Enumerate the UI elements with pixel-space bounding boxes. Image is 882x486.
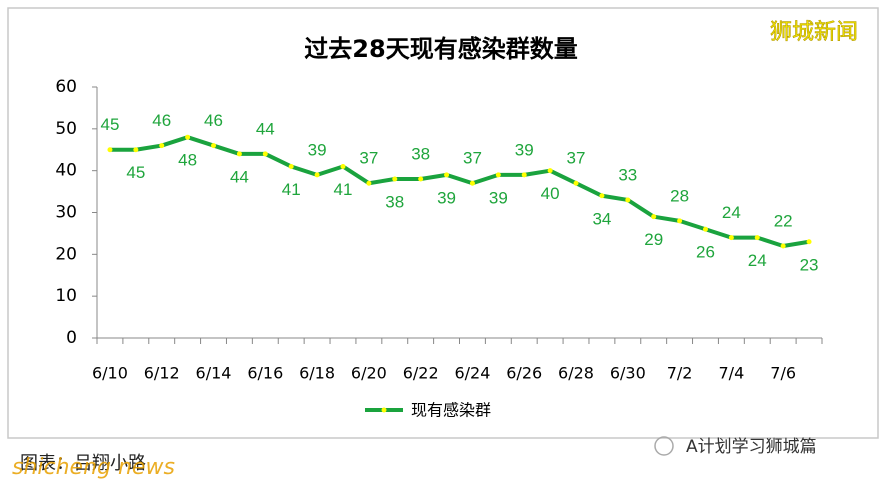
x-tick-label: 6/28 — [558, 364, 594, 383]
value-label: 46 — [152, 111, 171, 130]
point — [728, 235, 734, 241]
point — [133, 147, 139, 153]
value-label: 44 — [230, 167, 249, 186]
y-tick-label: 50 — [55, 119, 77, 139]
value-label: 37 — [463, 149, 482, 168]
y-tick-label: 30 — [55, 203, 77, 223]
value-label: 41 — [282, 180, 301, 199]
x-tick-label: 7/6 — [770, 364, 796, 383]
value-label: 23 — [800, 255, 819, 274]
y-tick-label: 60 — [55, 77, 77, 97]
point — [159, 143, 165, 149]
x-tick-label: 7/2 — [667, 364, 693, 383]
value-label: 41 — [334, 180, 353, 199]
value-label: 38 — [385, 193, 404, 212]
point — [444, 172, 450, 178]
value-label: 28 — [670, 186, 689, 205]
x-tick-label: 6/14 — [196, 364, 232, 383]
x-tick-label: 6/10 — [92, 364, 128, 383]
point — [211, 143, 217, 149]
y-tick-label: 10 — [55, 286, 77, 306]
point — [599, 193, 605, 199]
point — [573, 180, 579, 186]
point — [314, 172, 320, 178]
point — [340, 163, 346, 169]
point — [651, 214, 657, 220]
point — [366, 180, 372, 186]
watermark: 狮城新闻 — [770, 20, 858, 45]
series-line — [109, 135, 810, 248]
point — [236, 151, 242, 157]
value-label: 24 — [722, 203, 741, 222]
x-tick-label: 6/12 — [144, 364, 180, 383]
value-label: 40 — [541, 184, 560, 203]
x-tick-label: 6/24 — [454, 364, 490, 383]
point — [547, 168, 553, 174]
point — [806, 239, 812, 245]
point — [780, 243, 786, 249]
x-tick-label: 6/30 — [610, 364, 646, 383]
y-tick-label: 20 — [55, 244, 77, 264]
account-name: A计划学习狮城篇 — [686, 437, 817, 457]
value-label: 38 — [411, 145, 430, 164]
value-label: 39 — [489, 188, 508, 207]
watermark: shicheng news — [12, 455, 175, 480]
value-label: 34 — [592, 209, 611, 228]
legend-label: 现有感染群 — [411, 401, 491, 420]
value-label: 44 — [256, 119, 275, 138]
x-tick-label: 6/26 — [506, 364, 542, 383]
value-label: 37 — [567, 149, 586, 168]
chart-frame — [7, 7, 879, 439]
source-note: 图表：吕翔小路 — [20, 453, 146, 474]
x-tick-label: 6/22 — [403, 364, 439, 383]
point — [469, 180, 475, 186]
value-label: 33 — [618, 165, 637, 184]
y-tick-label: 0 — [66, 328, 77, 348]
point — [702, 226, 708, 232]
value-label: 29 — [644, 230, 663, 249]
value-label: 46 — [204, 111, 223, 130]
point — [677, 218, 683, 224]
x-tick-label: 6/16 — [247, 364, 283, 383]
point — [495, 172, 501, 178]
value-label: 26 — [696, 243, 715, 262]
point — [185, 134, 191, 140]
value-label: 39 — [437, 188, 456, 207]
point — [418, 176, 424, 182]
point — [262, 151, 268, 157]
point — [521, 172, 527, 178]
value-label: 45 — [126, 163, 145, 182]
x-tick-label: 6/18 — [299, 364, 335, 383]
x-tick-label: 6/20 — [351, 364, 387, 383]
legend-marker — [381, 407, 387, 413]
y-tick-label: 40 — [55, 161, 77, 181]
value-label: 22 — [774, 211, 793, 230]
wechat-icon — [654, 436, 674, 456]
value-label: 37 — [359, 149, 378, 168]
point — [754, 235, 760, 241]
point — [107, 147, 113, 153]
value-label: 39 — [515, 140, 534, 159]
point — [288, 163, 294, 169]
point — [392, 176, 398, 182]
value-label: 45 — [100, 115, 119, 134]
value-label: 39 — [308, 140, 327, 159]
chart-title: 过去28天现有感染群数量 — [304, 35, 577, 63]
x-tick-label: 7/4 — [719, 364, 745, 383]
value-label: 48 — [178, 151, 197, 170]
value-label: 24 — [748, 251, 767, 270]
point — [625, 197, 631, 203]
